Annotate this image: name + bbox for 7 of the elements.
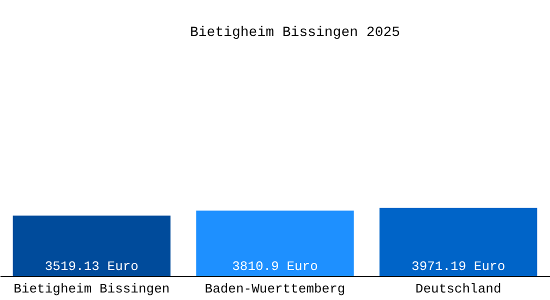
chart-title: Bietigheim Bissingen 2025 [190,25,400,41]
data-label: 3810.9 Euro [232,259,318,274]
x-tick-label: Baden-Wuerttemberg [204,282,346,296]
x-tick-label: Deutschland [415,282,502,296]
data-label: 3971.19 Euro [412,259,506,274]
data-label: 3519.13 Euro [44,259,138,274]
x-tick-label: Bietigheim Bissingen [14,282,170,296]
